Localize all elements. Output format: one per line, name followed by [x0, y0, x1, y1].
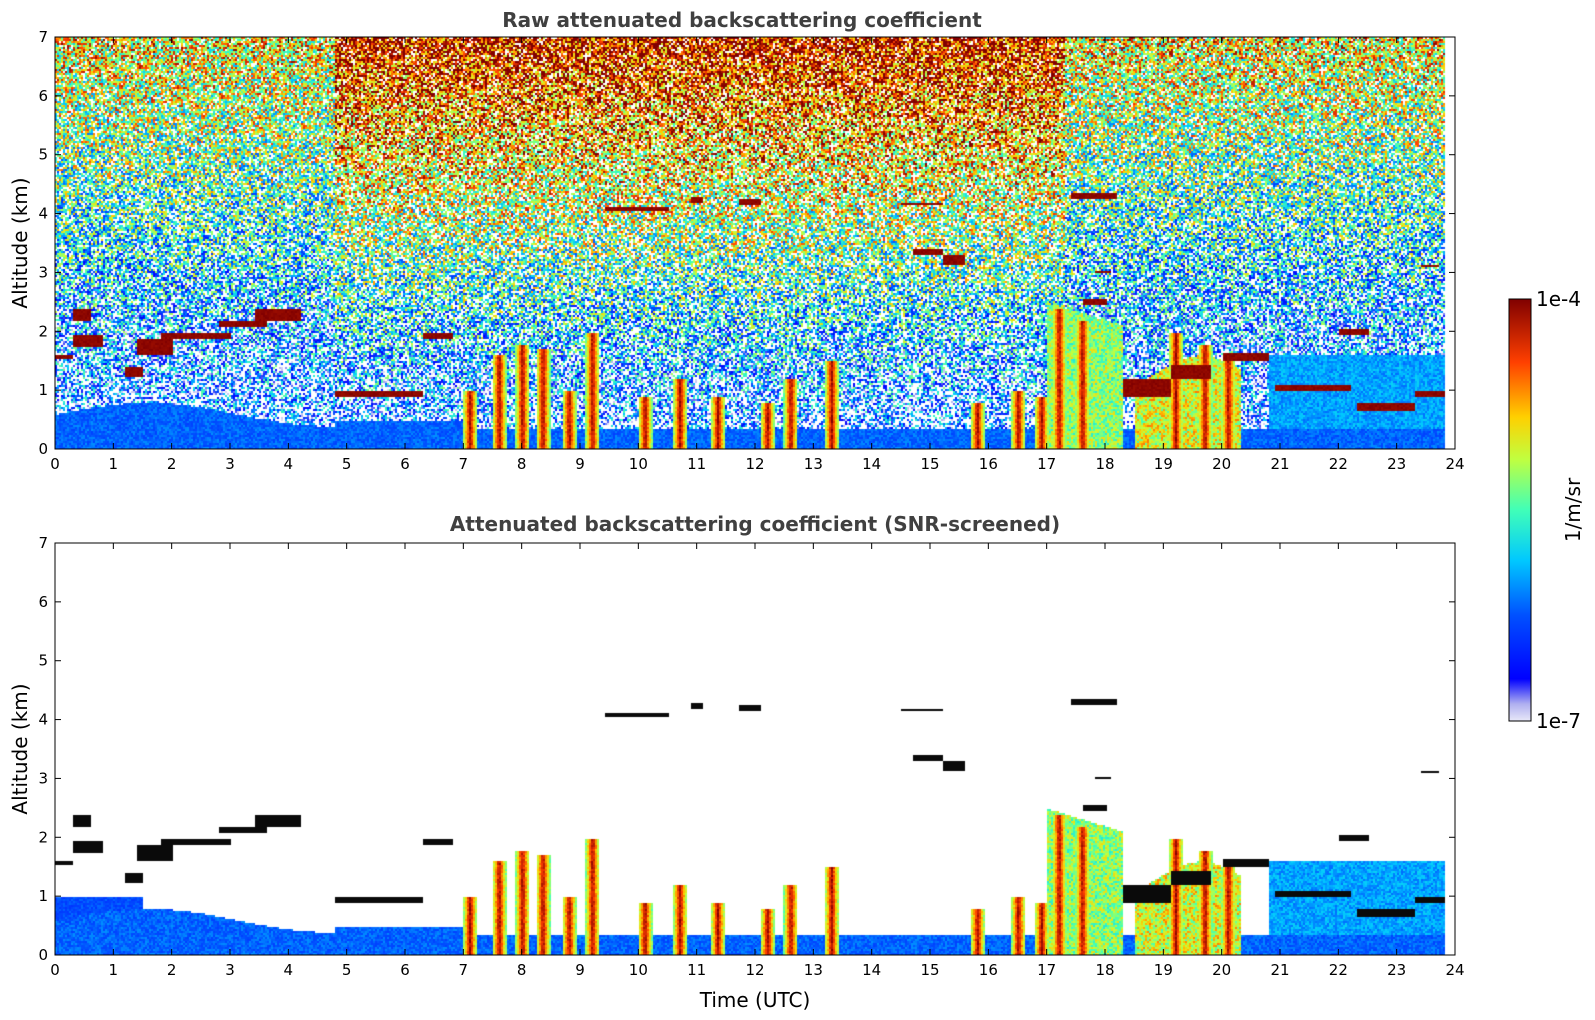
x-tick-label: 17 — [1037, 961, 1056, 979]
x-tick-label: 5 — [342, 961, 352, 979]
x-tick-label: 4 — [284, 455, 294, 473]
x-tick-label: 18 — [1095, 961, 1114, 979]
screened-y-axis-label: Altitude (km) — [8, 683, 32, 814]
x-tick-label: 10 — [629, 455, 648, 473]
x-tick-label: 0 — [50, 455, 60, 473]
screened-panel-title: Attenuated backscattering coefficient (S… — [450, 512, 1060, 536]
y-tick-label: 7 — [38, 534, 48, 552]
x-tick-label: 21 — [1270, 961, 1289, 979]
x-tick-label: 13 — [804, 961, 823, 979]
x-tick-label: 22 — [1329, 961, 1348, 979]
x-tick-label: 23 — [1387, 455, 1406, 473]
x-tick-label: 24 — [1445, 455, 1464, 473]
x-tick-label: 24 — [1445, 961, 1464, 979]
x-tick-label: 14 — [862, 455, 881, 473]
x-tick-label: 11 — [687, 961, 706, 979]
x-tick-label: 8 — [517, 455, 527, 473]
raw-panel-title: Raw attenuated backscattering coefficien… — [502, 8, 982, 32]
x-tick-label: 23 — [1387, 961, 1406, 979]
x-tick-label: 1 — [109, 455, 119, 473]
x-tick-label: 16 — [979, 961, 998, 979]
x-tick-label: 12 — [745, 455, 764, 473]
colorbar: 1e-4 1e-7 1/m/sr — [1508, 287, 1585, 733]
x-tick-label: 15 — [920, 455, 939, 473]
x-tick-label: 6 — [400, 455, 410, 473]
raw-axes: 0 1 2 3 4 5 6 7 8 9 10 11 12 13 14 15 16 17 18 19 20 21 22 23 24… — [38, 28, 1464, 473]
y-tick-label: 2 — [38, 828, 48, 846]
screened-heatmap-area — [55, 543, 1455, 955]
x-tick-label: 3 — [225, 455, 235, 473]
y-tick-label: 0 — [38, 440, 48, 458]
x-tick-label: 2 — [167, 455, 177, 473]
y-tick-label: 1 — [38, 887, 48, 905]
x-tick-label: 8 — [517, 961, 527, 979]
x-tick-label: 0 — [50, 961, 60, 979]
x-axis-label: Time (UTC) — [699, 988, 811, 1012]
x-tick-label: 4 — [284, 961, 294, 979]
x-tick-label: 7 — [459, 455, 469, 473]
x-tick-label: 17 — [1037, 455, 1056, 473]
y-tick-label: 3 — [38, 769, 48, 787]
x-tick-label: 18 — [1095, 455, 1114, 473]
x-tick-label: 3 — [225, 961, 235, 979]
x-tick-label: 12 — [745, 961, 764, 979]
colorbar-unit-label: 1/m/sr — [1561, 477, 1585, 542]
x-tick-label: 19 — [1154, 961, 1173, 979]
x-tick-label: 20 — [1212, 961, 1231, 979]
y-tick-label: 5 — [38, 652, 48, 670]
raw-heatmap-area — [55, 37, 1455, 449]
y-tick-label: 4 — [38, 205, 48, 223]
x-tick-label: 7 — [459, 961, 469, 979]
y-tick-label: 0 — [38, 946, 48, 964]
y-tick-label: 6 — [38, 87, 48, 105]
x-tick-label: 1 — [109, 961, 119, 979]
colorbar-min-label: 1e-7 — [1536, 709, 1581, 733]
y-tick-label: 6 — [38, 593, 48, 611]
x-tick-label: 21 — [1270, 455, 1289, 473]
colorbar-max-label: 1e-4 — [1536, 287, 1581, 311]
x-tick-label: 13 — [804, 455, 823, 473]
x-tick-label: 9 — [575, 455, 585, 473]
y-tick-label: 4 — [38, 711, 48, 729]
raw-backscatter-panel: Raw attenuated backscattering coefficien… — [8, 8, 1465, 473]
x-tick-label: 14 — [862, 961, 881, 979]
y-tick-label: 1 — [38, 381, 48, 399]
colorbar-gradient — [1508, 298, 1532, 722]
screened-axes: 0 1 2 3 4 5 6 7 8 9 10 11 12 13 14 15 16 17 18 19 20 21 22 23 24… — [38, 534, 1464, 979]
x-tick-label: 11 — [687, 455, 706, 473]
x-tick-label: 22 — [1329, 455, 1348, 473]
x-tick-label: 19 — [1154, 455, 1173, 473]
x-tick-label: 20 — [1212, 455, 1231, 473]
y-tick-label: 5 — [38, 146, 48, 164]
x-tick-label: 16 — [979, 455, 998, 473]
x-tick-label: 9 — [575, 961, 585, 979]
screened-backscatter-panel: Attenuated backscattering coefficient (S… — [8, 512, 1465, 1012]
x-tick-label: 10 — [629, 961, 648, 979]
x-tick-label: 15 — [920, 961, 939, 979]
x-tick-label: 5 — [342, 455, 352, 473]
raw-y-axis-label: Altitude (km) — [8, 177, 32, 308]
y-tick-label: 3 — [38, 263, 48, 281]
y-tick-label: 7 — [38, 28, 48, 46]
x-tick-label: 6 — [400, 961, 410, 979]
x-tick-label: 2 — [167, 961, 177, 979]
y-tick-label: 2 — [38, 322, 48, 340]
